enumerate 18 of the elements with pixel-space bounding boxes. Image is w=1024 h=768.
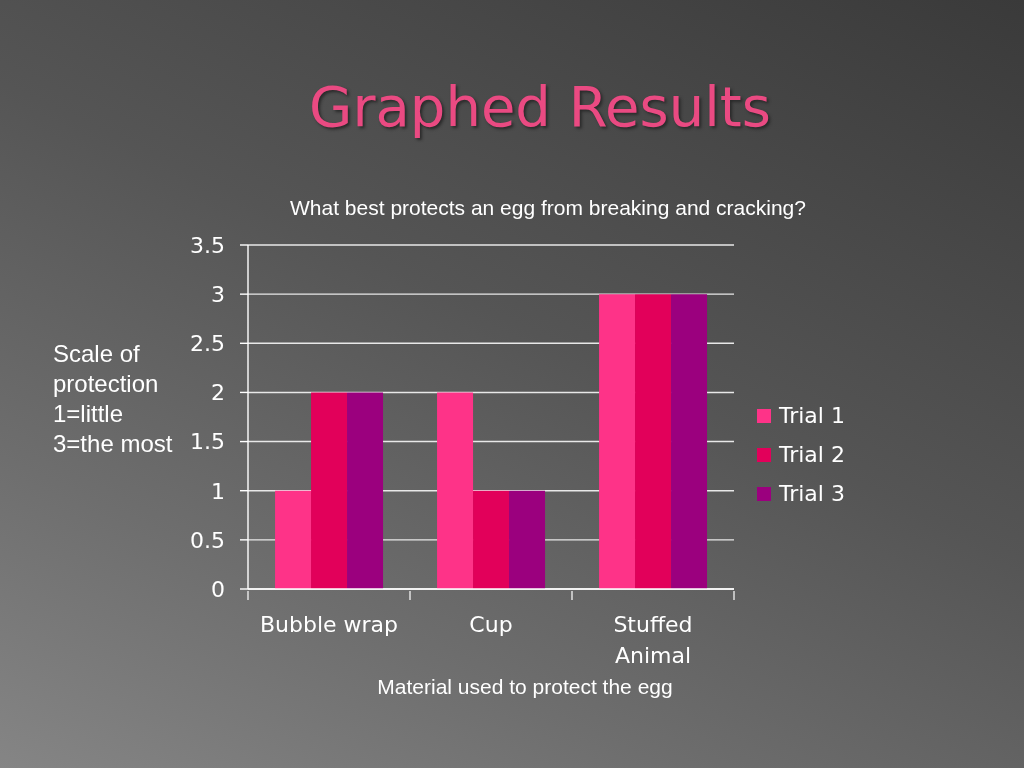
legend-label: Trial 3	[779, 481, 845, 506]
chart-title: Graphed Results	[308, 74, 772, 139]
chart-subtitle: What best protects an egg from breaking and cracking?	[289, 196, 807, 220]
y-tick-label: 3.5	[190, 232, 225, 258]
legend-label: Trial 1	[779, 403, 845, 428]
y-tick-label: 2.5	[190, 331, 225, 357]
x-tick-label: Stuffed Animal	[613, 612, 693, 668]
x-axis-title: Material used to protect the egg	[376, 675, 674, 699]
y-tick-label: 1	[211, 478, 225, 504]
y-tick-label: 0	[211, 576, 225, 602]
y-tick-label: 1.5	[190, 429, 225, 455]
x-tick-label: Bubble wrap	[259, 612, 399, 637]
y-tick-label: 3	[211, 281, 225, 307]
x-tick-label: Cup	[469, 612, 513, 637]
y-axis-title: Scale of protection 1=little 3=the most	[53, 339, 174, 459]
y-tick-label: 2	[211, 380, 225, 406]
y-tick-label: 0.5	[190, 527, 225, 553]
legend-label: Trial 2	[779, 442, 845, 467]
